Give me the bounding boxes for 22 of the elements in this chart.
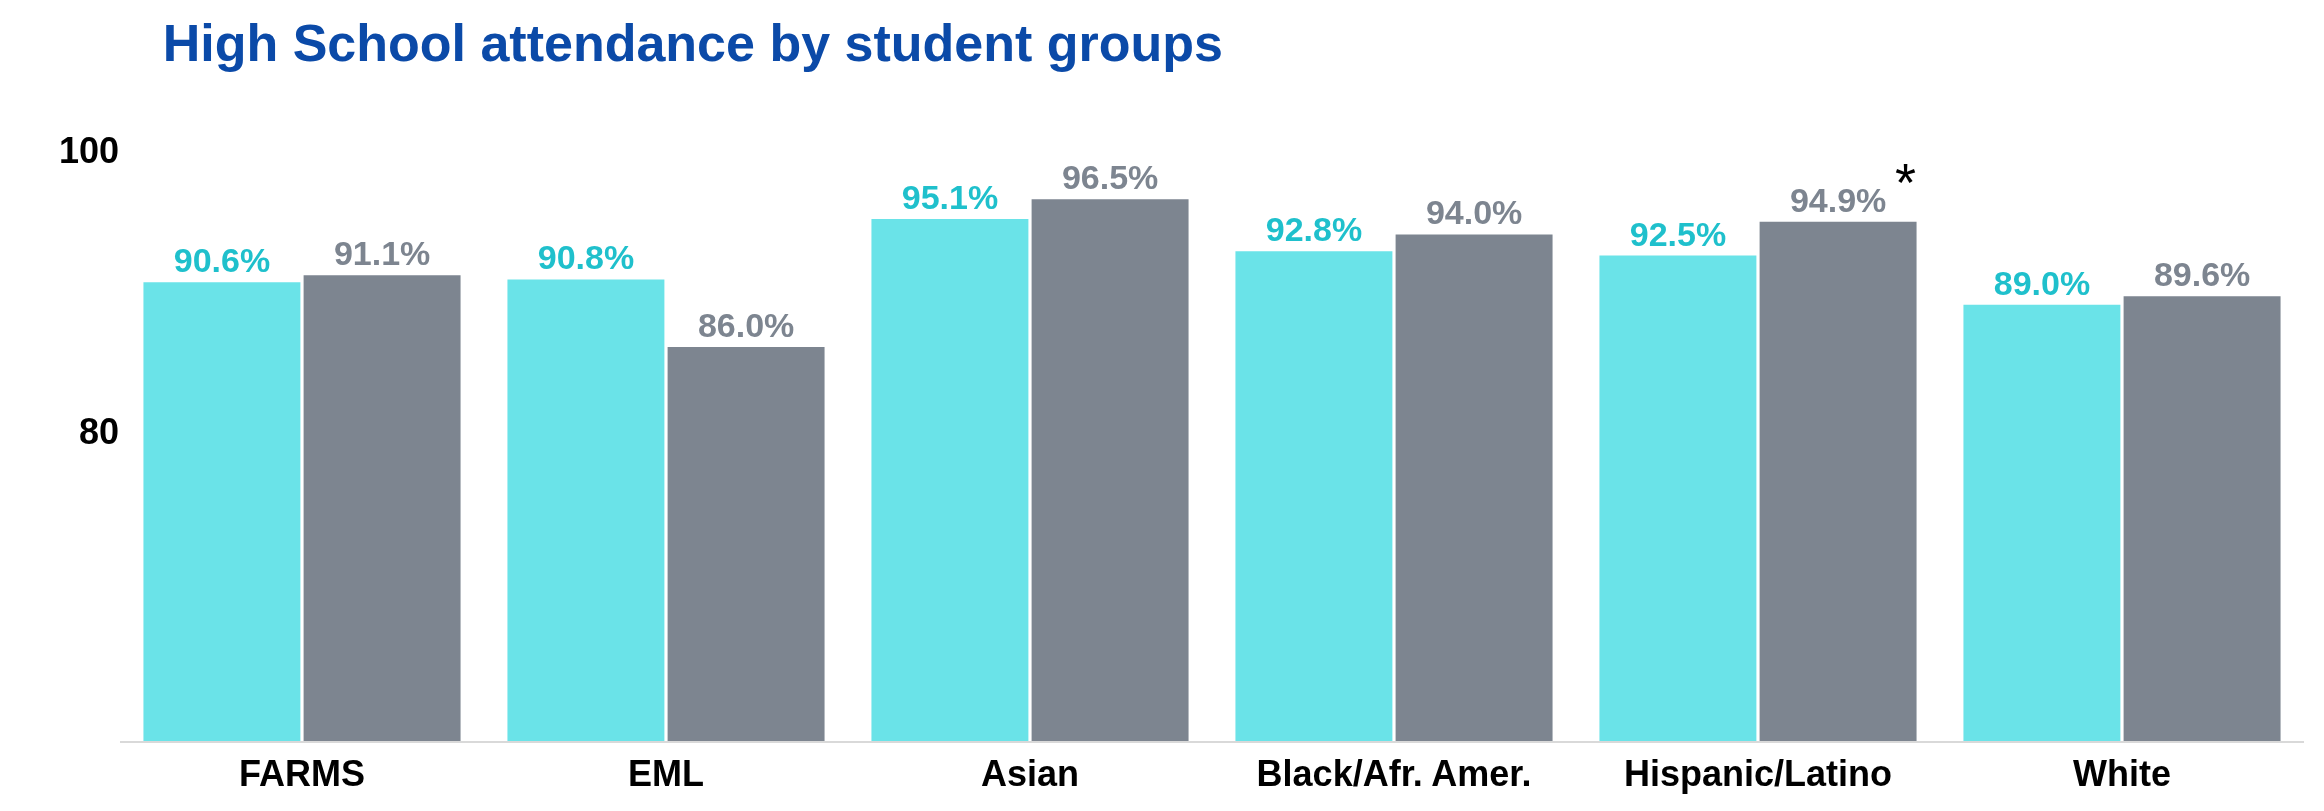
data-label: 92.8% [1265,210,1363,249]
data-label: 90.6% [173,241,271,280]
data-label: 94.9% [1789,180,1887,219]
data-label: 92.5% [1629,214,1727,253]
x-tick-label: Black/Afr. Amer. [1256,753,1532,795]
data-label: 96.5% [1061,158,1159,197]
y-tick-label: 80 [78,411,119,453]
x-tick-label: Asian [980,753,1080,795]
data-label: 86.0% [697,306,795,344]
chart-title: High School attendance by student groups [162,13,1223,72]
data-label: 94.0% [1425,193,1523,232]
x-tick-label: FARMS [239,753,365,795]
y-tick-label: 100 [58,129,119,171]
data-label: 91.1% [333,234,431,273]
x-tick-label: White [2073,753,2171,795]
data-label: 95.1% [901,177,999,216]
data-label: 90.8% [537,238,635,277]
x-tick-label: EML [628,753,704,795]
x-tick-label: Hispanic/Latino [1623,753,1893,795]
data-label: 89.0% [1993,263,2091,302]
annotation: * [1895,152,1917,212]
data-label: 89.6% [2153,255,2251,294]
